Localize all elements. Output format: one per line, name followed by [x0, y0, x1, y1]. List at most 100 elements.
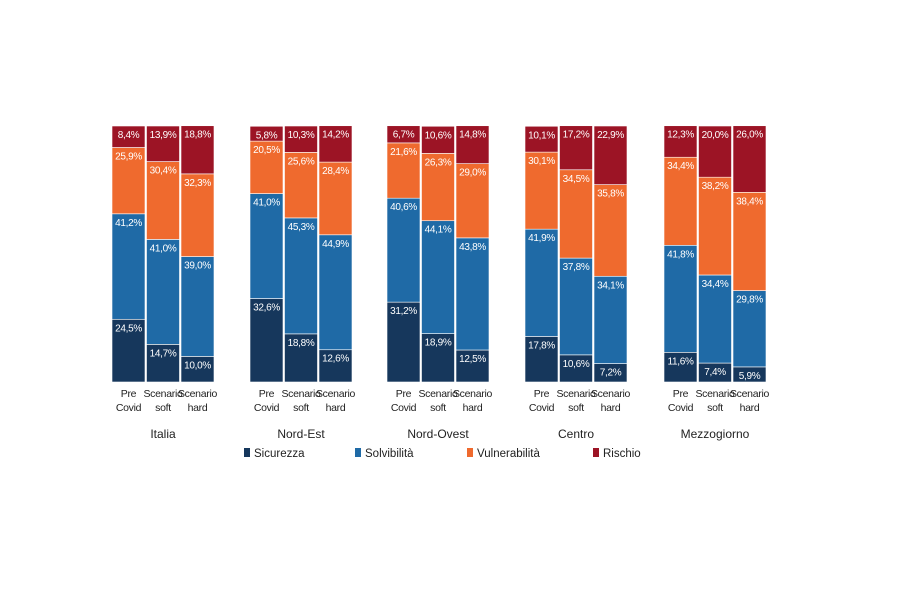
data-label: 13,9% — [150, 130, 177, 141]
bar-segment-vulnerabilità — [698, 176, 732, 276]
bar-category-label: soft — [430, 402, 446, 414]
bar-category-label: Pre — [534, 388, 550, 400]
bar-segment-solvibilità — [386, 197, 421, 303]
data-label: 44,9% — [322, 239, 349, 250]
data-label: 6,7% — [393, 130, 415, 141]
data-label: 34,1% — [597, 280, 624, 291]
data-label: 10,6% — [563, 359, 590, 370]
data-label: 29,8% — [736, 295, 763, 306]
bar-category-label: hard — [463, 402, 483, 414]
legend-swatch — [593, 448, 599, 457]
data-label: 41,8% — [667, 249, 694, 260]
data-label: 34,5% — [563, 174, 590, 185]
data-label: 37,8% — [563, 262, 590, 273]
bar-segment-rischio — [180, 125, 215, 175]
data-label: 12,6% — [322, 354, 349, 365]
data-label: 41,9% — [528, 233, 555, 244]
bar-segment-vulnerabilità — [249, 140, 284, 194]
bar-category-label: Scenario — [281, 388, 321, 400]
legend-swatch — [467, 448, 473, 457]
legend-label: Sicurezza — [254, 448, 305, 460]
group-label: Centro — [558, 427, 594, 441]
data-label: 38,4% — [736, 196, 763, 207]
bar-segment-rischio — [146, 125, 180, 162]
data-label: 18,8% — [184, 130, 211, 141]
data-label: 25,9% — [115, 152, 142, 163]
bar-segment-sicurezza — [559, 354, 593, 383]
data-label: 12,3% — [667, 130, 694, 141]
data-label: 34,4% — [667, 161, 694, 172]
bar-segment-solvibilità — [111, 213, 146, 320]
data-label: 12,5% — [459, 354, 486, 365]
bar-category-label: Covid — [254, 402, 280, 414]
bar-segment-solvibilità — [249, 193, 284, 299]
data-label: 39,0% — [184, 261, 211, 272]
data-label: 41,0% — [150, 243, 177, 254]
bar-segment-vulnerabilità — [524, 151, 559, 230]
data-label: 18,8% — [288, 338, 315, 349]
data-label: 38,2% — [702, 181, 729, 192]
bar-category-label: hard — [601, 402, 621, 414]
bar-segment-solvibilità — [698, 274, 732, 364]
bar-segment-rischio — [698, 125, 732, 178]
bar-category-label: Pre — [396, 388, 412, 400]
bar-category-label: Covid — [529, 402, 555, 414]
data-label: 44,1% — [425, 225, 452, 236]
data-label: 41,2% — [115, 218, 142, 229]
data-label: 26,0% — [736, 130, 763, 141]
data-label: 25,6% — [288, 156, 315, 167]
bar-segment-solvibilità — [284, 217, 318, 335]
bar-category-label: Scenario — [730, 388, 770, 400]
bar-segment-rischio — [249, 125, 284, 142]
bar-segment-rischio — [663, 125, 698, 158]
bar-segment-sicurezza — [421, 333, 455, 383]
bar-segment-vulnerabilità — [663, 156, 698, 246]
group-label: Mezzogiorno — [681, 427, 750, 441]
data-label: 41,0% — [253, 198, 280, 209]
data-label: 14,7% — [150, 348, 177, 359]
bar-segment-sicurezza — [111, 318, 146, 383]
bar-category-label: Scenario — [143, 388, 183, 400]
data-label: 14,8% — [459, 130, 486, 141]
data-label: 10,0% — [184, 360, 211, 371]
data-label: 20,0% — [702, 130, 729, 141]
data-label: 22,9% — [597, 130, 624, 141]
bar-segment-solvibilità — [318, 234, 353, 351]
bar-segment-rischio — [455, 125, 490, 164]
bar-segment-vulnerabilità — [386, 142, 421, 199]
bar-category-label: hard — [188, 402, 208, 414]
bar-category-label: Scenario — [178, 388, 218, 400]
legend-label: Rischio — [603, 448, 641, 460]
bar-segment-vulnerabilità — [111, 147, 146, 215]
bar-category-label: Covid — [391, 402, 417, 414]
data-label: 10,3% — [288, 130, 315, 141]
bar-segment-sicurezza — [284, 333, 318, 383]
data-label: 40,6% — [390, 202, 417, 213]
legend-swatch — [244, 448, 250, 457]
bar-segment-sicurezza — [455, 349, 490, 383]
bar-segment-rischio — [318, 125, 353, 163]
bar-category-label: Pre — [673, 388, 689, 400]
bar-segment-rischio — [386, 125, 421, 144]
bar-category-label: Pre — [121, 388, 137, 400]
bar-category-label: soft — [707, 402, 723, 414]
bar-category-label: hard — [326, 402, 346, 414]
data-label: 10,1% — [528, 130, 555, 141]
data-label: 29,0% — [459, 168, 486, 179]
bar-segment-sicurezza — [146, 344, 180, 383]
data-label: 17,8% — [528, 340, 555, 351]
data-label: 5,9% — [739, 371, 761, 382]
bar-segment-sicurezza — [524, 336, 559, 383]
group-label: Nord-Ovest — [407, 427, 469, 441]
bar-category-label: Covid — [668, 402, 694, 414]
bar-segment-solvibilità — [593, 275, 628, 364]
bar-segment-solvibilità — [421, 220, 455, 334]
bar-category-label: Pre — [259, 388, 275, 400]
legend-label: Solvibilità — [365, 448, 414, 460]
data-label: 8,4% — [118, 130, 140, 141]
bar-segment-rischio — [593, 125, 628, 185]
data-label: 14,2% — [322, 130, 349, 141]
bar-segment-vulnerabilità — [318, 161, 353, 236]
data-label: 45,3% — [288, 222, 315, 233]
